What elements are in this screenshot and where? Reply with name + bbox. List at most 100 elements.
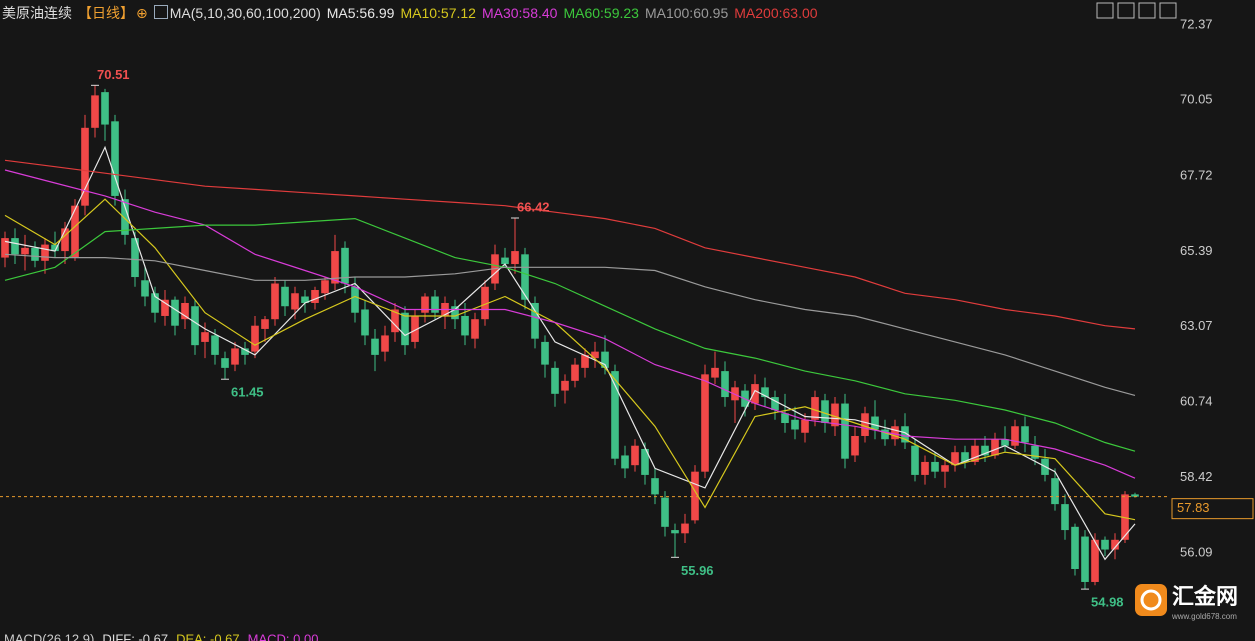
tool-button[interactable]: [1096, 2, 1114, 19]
candle-body: [401, 312, 409, 346]
y-tick-label: 60.74: [1180, 394, 1213, 409]
period[interactable]: 【日线】: [78, 5, 134, 21]
candle-body: [1081, 536, 1089, 582]
candle-body: [391, 309, 399, 333]
settings-icon[interactable]: ⊕: [136, 5, 148, 21]
candle-body: [941, 465, 949, 472]
candle-body: [841, 403, 849, 459]
candle-body: [781, 413, 789, 424]
candle-body: [571, 364, 579, 381]
candle-body: [1131, 494, 1139, 497]
candle-body: [411, 315, 419, 342]
annotation: 54.98: [1091, 595, 1124, 610]
candle-body: [681, 523, 689, 534]
last-price-label: 57.83: [1177, 500, 1210, 515]
candle-body: [481, 286, 489, 320]
candle-body: [651, 478, 659, 495]
candle-body: [791, 419, 799, 430]
y-tick-label: 72.37: [1180, 16, 1213, 31]
candle-body: [581, 354, 589, 368]
legend-entry: MA30:58.40: [481, 5, 558, 21]
candle-body: [121, 199, 129, 235]
candle-body: [41, 244, 49, 261]
candle-body: [1021, 426, 1029, 443]
ma-label: MA(5,10,30,60,100,200): [169, 5, 321, 21]
candle-body: [511, 251, 519, 265]
candle-body: [141, 280, 149, 297]
candle-body: [851, 435, 859, 456]
indicator-label: DIFF: -0.67: [102, 631, 168, 641]
candle-body: [881, 429, 889, 440]
candle-body: [351, 286, 359, 313]
legend-entry: MA200:63.00: [734, 5, 818, 21]
candle-body: [701, 374, 709, 472]
candle-body: [561, 380, 569, 391]
candle-body: [241, 348, 249, 355]
candle-body: [991, 439, 999, 456]
candle-body: [361, 309, 369, 336]
candle-body: [1001, 439, 1009, 446]
candle-body: [11, 238, 19, 255]
annotation: 70.51: [97, 67, 130, 82]
legend-entry: MA10:57.12: [400, 5, 476, 21]
candle-body: [771, 397, 779, 411]
candle-body: [891, 426, 899, 440]
tool-button[interactable]: [1138, 2, 1156, 19]
candle-body: [871, 416, 879, 430]
candle-body: [101, 92, 109, 125]
candle-body: [191, 306, 199, 346]
candle-body: [971, 445, 979, 462]
ma-icon[interactable]: [153, 5, 168, 19]
candle-body: [251, 325, 259, 352]
logo-url: www.gold678.com: [1171, 612, 1237, 621]
indicator-label: MACD: 0.00: [248, 631, 319, 641]
candle-body: [751, 384, 759, 404]
candle-body: [1121, 494, 1129, 540]
candle-body: [711, 367, 719, 378]
indicator-label: MACD(26,12,9): [4, 631, 94, 641]
candle-body: [311, 290, 319, 303]
candle-body: [81, 127, 89, 206]
legend-entry: MA60:59.23: [563, 5, 639, 21]
candle-body: [341, 247, 349, 284]
annotation: 66.42: [517, 199, 550, 214]
candle-body: [1, 238, 9, 258]
candle-body: [621, 455, 629, 469]
candle-body: [211, 335, 219, 355]
candle-body: [231, 348, 239, 365]
ma-line: [4, 145, 1136, 561]
ma-line: [4, 198, 1136, 521]
title: 美原油连续: [2, 5, 72, 21]
candle-body: [301, 296, 309, 303]
candle-body: [1101, 539, 1109, 550]
y-tick-label: 63.07: [1180, 318, 1213, 333]
candle-body: [51, 244, 59, 252]
legend: MA5:56.99 MA10:57.12 MA30:58.40 MA60:59.23 M…: [327, 5, 824, 21]
logo-icon: [1135, 584, 1167, 616]
candle-body: [1011, 426, 1019, 446]
candle-body: [31, 247, 39, 261]
last-price-box: [1171, 498, 1254, 520]
candle-body: [261, 319, 269, 329]
tool-button[interactable]: [1159, 2, 1177, 19]
y-tick-label: 58.42: [1180, 469, 1213, 484]
candle-body: [61, 228, 69, 252]
candle-body: [151, 293, 159, 313]
annotation: 61.45: [231, 385, 264, 400]
candle-body: [831, 403, 839, 427]
logo-mark: [1140, 589, 1162, 611]
candle-body: [331, 251, 339, 284]
candle-body: [71, 205, 79, 258]
candle-body: [691, 471, 699, 521]
candle-body: [1051, 478, 1059, 505]
candle-body: [471, 319, 479, 339]
ma-line: [4, 159, 1136, 330]
candle-body: [451, 306, 459, 320]
candle-body: [281, 286, 289, 307]
candle-body: [421, 296, 429, 313]
candle-body: [801, 419, 809, 433]
candle-body: [291, 293, 299, 310]
tool-button[interactable]: [1117, 2, 1135, 19]
